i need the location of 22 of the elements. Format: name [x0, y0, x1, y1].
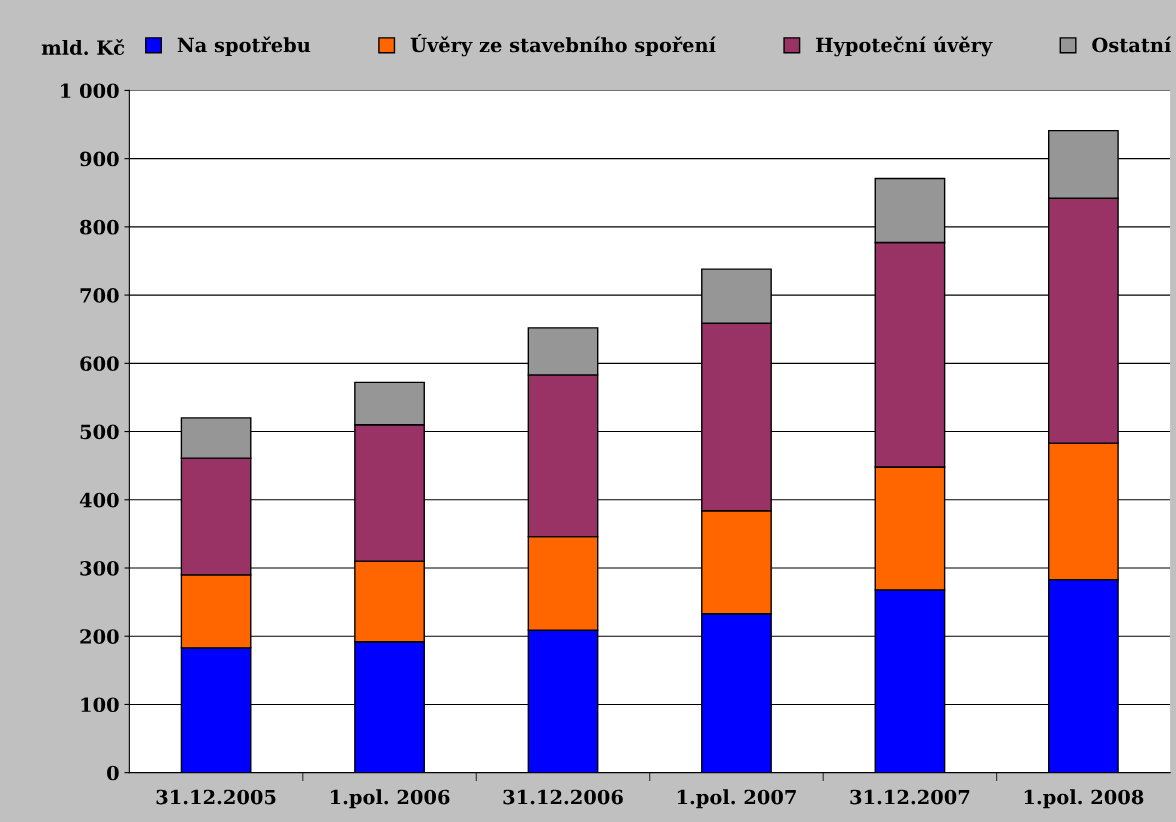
legend-label: Ostatní [1092, 36, 1172, 53]
legend-label: Úvěry ze stavebního spoření [410, 34, 716, 57]
x-tick-label: 1.pol. 2008 [1024, 789, 1144, 809]
y-tick-label: 400 [79, 492, 119, 508]
y-tick-label: 700 [80, 288, 119, 303]
y-tick-label: 500 [80, 424, 119, 440]
y-tick-label: 600 [80, 356, 119, 371]
x-tick-label: 31.12.2007 [850, 789, 970, 805]
x-tick-label: 31.12.2006 [503, 789, 623, 805]
y-tick-label: 1 000 [61, 83, 119, 99]
legend-label: Na spotřebu [177, 36, 311, 57]
y-axis-title: mld. Kč [41, 39, 125, 55]
x-tick-label: 1.pol. 2007 [677, 789, 796, 809]
x-tick-label: 1.pol. 2006 [330, 789, 450, 809]
y-tick-label: 800 [80, 219, 119, 235]
y-tick-label: 100 [81, 697, 119, 713]
x-tick-label: 31.12.2005 [156, 789, 276, 805]
y-tick-label: 300 [80, 560, 119, 576]
y-tick-label: 0 [107, 765, 119, 781]
y-tick-label: 900 [80, 151, 119, 167]
y-tick-label: 200 [80, 629, 119, 644]
legend-label: Hypoteční úvěry [816, 36, 993, 57]
